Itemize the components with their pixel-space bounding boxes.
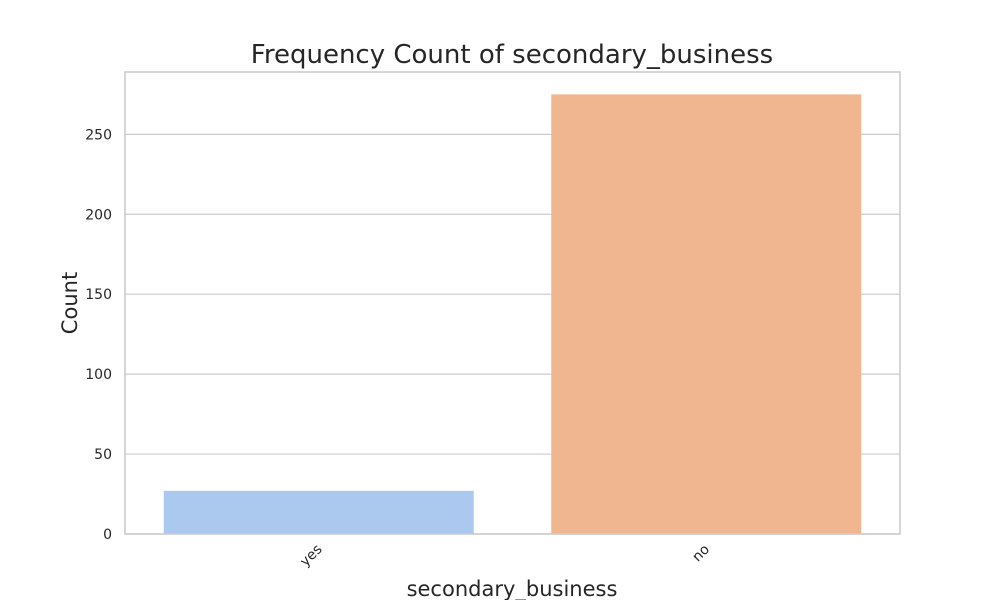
x-tick-label-yes: yes (297, 542, 325, 570)
y-tick-label: 250 (85, 127, 112, 143)
bar-no (551, 94, 862, 535)
x-tick-labels: yes no (297, 542, 713, 570)
bars (163, 94, 862, 535)
y-tick-labels: 0 50 100 150 200 250 (85, 127, 112, 543)
x-axis-label: secondary_business (407, 577, 618, 600)
y-tick-label: 0 (103, 527, 112, 543)
y-tick-label: 100 (85, 367, 112, 383)
bar-yes (163, 490, 474, 534)
y-axis-label: Count (58, 272, 82, 334)
y-tick-label: 200 (85, 207, 112, 223)
y-tick-label: 150 (85, 287, 112, 303)
chart-title: Frequency Count of secondary_business (251, 40, 773, 70)
x-tick-label-no: no (689, 542, 713, 566)
plot-frame (124, 71, 901, 535)
y-tick-label: 50 (94, 447, 112, 463)
